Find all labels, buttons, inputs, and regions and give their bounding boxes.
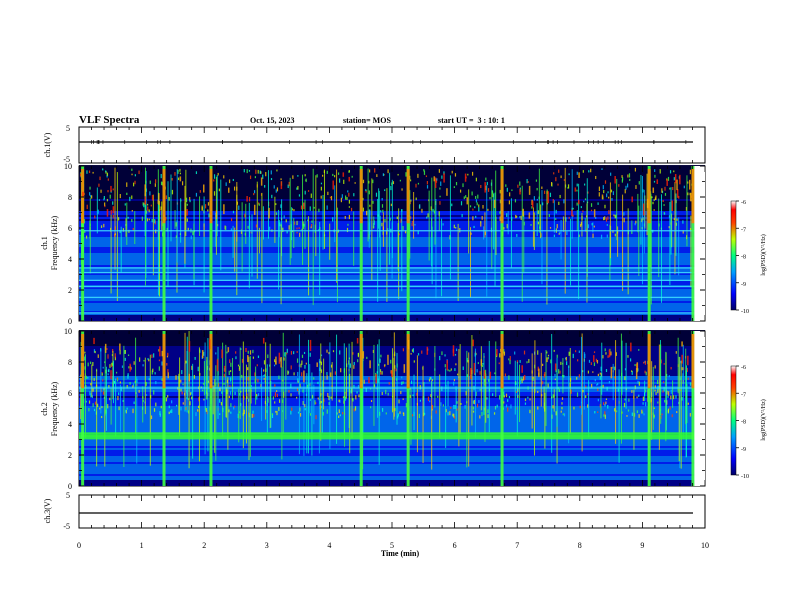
- colorbar-tick-label: -8: [741, 255, 746, 261]
- ch3-waveform-panel: 5 -5 ch.3(V): [43, 491, 706, 531]
- ch2-ylabel-frequency: Frequency (kHz): [50, 381, 59, 436]
- colorbar-tick-label: -7: [741, 392, 746, 398]
- frequency-tick-label: 4: [68, 420, 72, 429]
- ch3-waveform-ylabel: ch.3(V): [43, 498, 52, 523]
- ch2-spectrogram-panel: ch.2 Frequency (kHz) 0 2 4 6 8 10: [40, 327, 706, 491]
- ch1-waveform-ylabel: ch.1(V): [43, 132, 52, 157]
- colorbar-tick-label: -8: [741, 420, 746, 426]
- ch1-ylabel-channel: ch.1: [40, 236, 49, 250]
- x-tick-label: 2: [202, 541, 206, 550]
- spectrogram-sferic: [406, 331, 410, 486]
- figure-title: VLF Spectra: [79, 114, 140, 126]
- spectrogram-band: [79, 432, 705, 437]
- spectrogram-band: [79, 267, 705, 269]
- colorbar-tick-label: -6: [741, 365, 746, 371]
- x-tick-label: 3: [265, 541, 269, 550]
- spectrogram-band: [79, 296, 705, 299]
- spectrogram-band: [79, 279, 705, 281]
- colorbar-tick-label: -9: [741, 447, 746, 453]
- frequency-tick-label: 4: [68, 255, 72, 264]
- x-tick-label: 0: [77, 541, 81, 550]
- frequency-tick-label: 0: [68, 317, 72, 326]
- spectrogram-sferic: [691, 331, 695, 486]
- ch2-colorbar: -6 -7 -8 -9 -10 log(PSD)(V²/Hz): [730, 365, 767, 480]
- spectrogram-sferic: [359, 166, 363, 321]
- spectrogram-sferic: [500, 331, 504, 486]
- spectrogram-sferic: [647, 166, 651, 321]
- x-tick-label: 5: [390, 541, 394, 550]
- spectrogram-sferic: [162, 166, 166, 321]
- x-axis: 0 1 2 3 4 5 6 7 8 9 10: [77, 127, 709, 550]
- frequency-tick-label: 8: [68, 358, 72, 367]
- date-label: Oct. 15, 2023: [250, 116, 294, 125]
- spectrogram-sferic: [406, 166, 410, 321]
- spectrogram-band: [79, 285, 705, 288]
- spectrogram-sferic: [81, 331, 85, 486]
- x-tick-label: 8: [578, 541, 582, 550]
- colorbar-tick-label: -10: [741, 309, 749, 315]
- spectrogram-sferic: [209, 166, 213, 321]
- frequency-tick-label: 6: [68, 224, 72, 233]
- ch1-colorbar-label: log(PSD)(V²/Hz): [760, 234, 767, 275]
- ch1-colorbar: -6 -7 -8 -9 -10 log(PSD)(V²/Hz): [730, 200, 767, 315]
- ch3-ytick-top: 5: [66, 491, 70, 500]
- spectrogram-band: [79, 387, 705, 389]
- frequency-tick-label: 2: [68, 286, 72, 295]
- spectrogram-band: [79, 230, 705, 232]
- start-ut-label: start UT = 3 : 10: 1: [438, 116, 505, 125]
- ch1-ylabel-frequency: Frequency (kHz): [50, 215, 59, 270]
- ch1-ytick-bottom: -5: [63, 155, 70, 164]
- spectrogram-sferic: [647, 331, 651, 486]
- ch1-spectrogram-panel: ch.1 Frequency (kHz) 0 2 4 6 8 10: [40, 162, 706, 326]
- colorbar-tick-label: -7: [741, 227, 746, 233]
- x-tick-label: 10: [701, 541, 709, 550]
- ch2-spectrogram-image: [79, 330, 705, 486]
- x-axis-label: Time (min): [381, 549, 420, 558]
- ch3-ytick-bottom: -5: [63, 522, 70, 531]
- ch2-colorbar-label: log(PSD)(V²/Hz): [760, 399, 767, 440]
- ch1-waveform-panel: 5 -5 ch.1(V): [43, 124, 706, 164]
- frequency-tick-label: 10: [64, 162, 72, 171]
- spectrogram-sferic: [81, 166, 85, 321]
- colorbar-tick-label: -9: [741, 282, 746, 288]
- x-tick-label: 7: [515, 541, 519, 550]
- spectrogram-band: [79, 435, 705, 440]
- ch1-spectrogram-image: [79, 165, 705, 321]
- x-tick-label: 9: [640, 541, 644, 550]
- spectrogram-sferic: [359, 331, 363, 486]
- frequency-tick-label: 8: [68, 193, 72, 202]
- x-tick-label: 4: [327, 541, 331, 550]
- frequency-tick-label: 6: [68, 389, 72, 398]
- frequency-tick-label: 10: [64, 327, 72, 336]
- spectrogram-band: [79, 312, 705, 314]
- spectrogram-sferic: [691, 166, 695, 321]
- ch2-ylabel-channel: ch.2: [40, 402, 49, 416]
- spectrogram-sferic: [500, 166, 504, 321]
- x-tick-label: 6: [453, 541, 457, 550]
- station-label: station= MOS: [343, 116, 391, 125]
- colorbar-tick-label: -10: [741, 474, 749, 480]
- frequency-tick-label: 2: [68, 451, 72, 460]
- spectrogram-band: [79, 271, 705, 274]
- ch1-ytick-top: 5: [66, 124, 70, 133]
- frequency-tick-label: 0: [68, 482, 72, 491]
- x-tick-label: 1: [140, 541, 144, 550]
- spectrogram-sferic: [209, 331, 213, 486]
- colorbar-tick-label: -6: [741, 200, 746, 206]
- spectrogram-sferic: [162, 331, 166, 486]
